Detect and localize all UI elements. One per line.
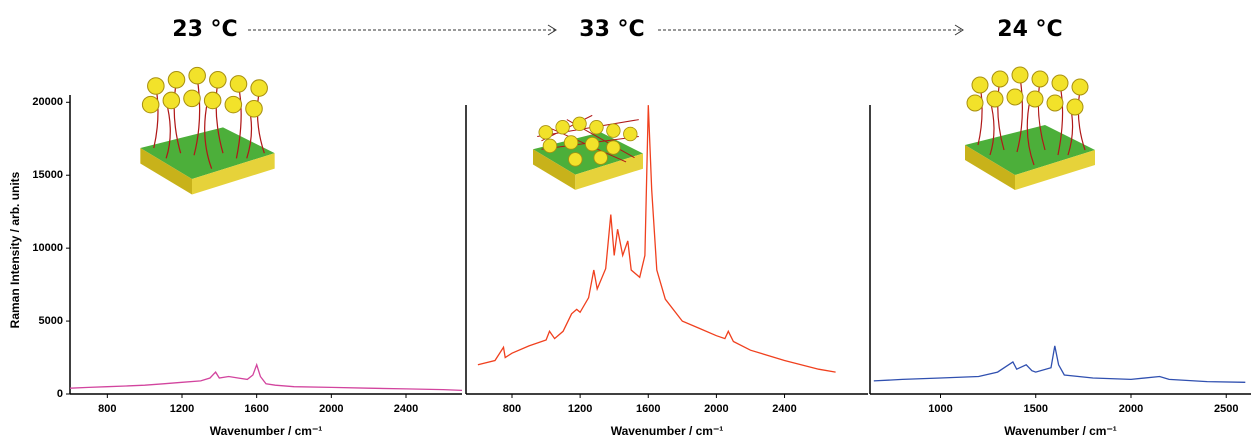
y-tick-label: 5000 [39, 315, 63, 327]
x-tick-label: 2400 [772, 403, 796, 415]
x-tick-label: 1500 [1023, 403, 1047, 415]
x-tick-label: 2000 [1119, 403, 1143, 415]
x-tick-label: 1000 [928, 403, 952, 415]
film-cartoon [140, 67, 274, 194]
x-axis-label: Wavenumber / cm⁻¹ [1004, 424, 1117, 438]
x-tick-label: 800 [503, 403, 521, 415]
y-tick-label: 0 [57, 388, 63, 400]
y-axis-label: Raman Intensity / arb. units [8, 171, 22, 328]
x-axis-label: Wavenumber / cm⁻¹ [611, 424, 724, 438]
x-tick-label: 2500 [1214, 403, 1238, 415]
figure: 23 °C 800 1200 1600 2000 2400 0 5000 10000 15000 2… [0, 0, 1251, 441]
x-tick-label: 2000 [704, 403, 728, 415]
x-tick-label: 1200 [170, 403, 194, 415]
x-axis-label: Wavenumber / cm⁻¹ [210, 424, 323, 438]
x-tick-label: 1200 [568, 403, 592, 415]
spectrum-line [874, 346, 1246, 382]
x-tick-label: 800 [98, 403, 116, 415]
spectrum-line [478, 105, 836, 372]
x-tick-label: 1600 [636, 403, 660, 415]
x-tick-label: 1600 [244, 403, 268, 415]
y-tick-label: 20000 [32, 96, 63, 108]
panel-title: 24 °C [997, 17, 1062, 42]
film-cartoon [965, 67, 1095, 190]
y-tick-label: 15000 [32, 169, 63, 181]
panel-title: 23 °C [172, 17, 237, 42]
x-tick-label: 2400 [394, 403, 418, 415]
x-tick-label: 2000 [319, 403, 343, 415]
panel-title: 33 °C [579, 17, 644, 42]
spectrum-line [70, 365, 462, 391]
film-cartoon [533, 115, 643, 189]
y-tick-label: 10000 [32, 242, 63, 254]
